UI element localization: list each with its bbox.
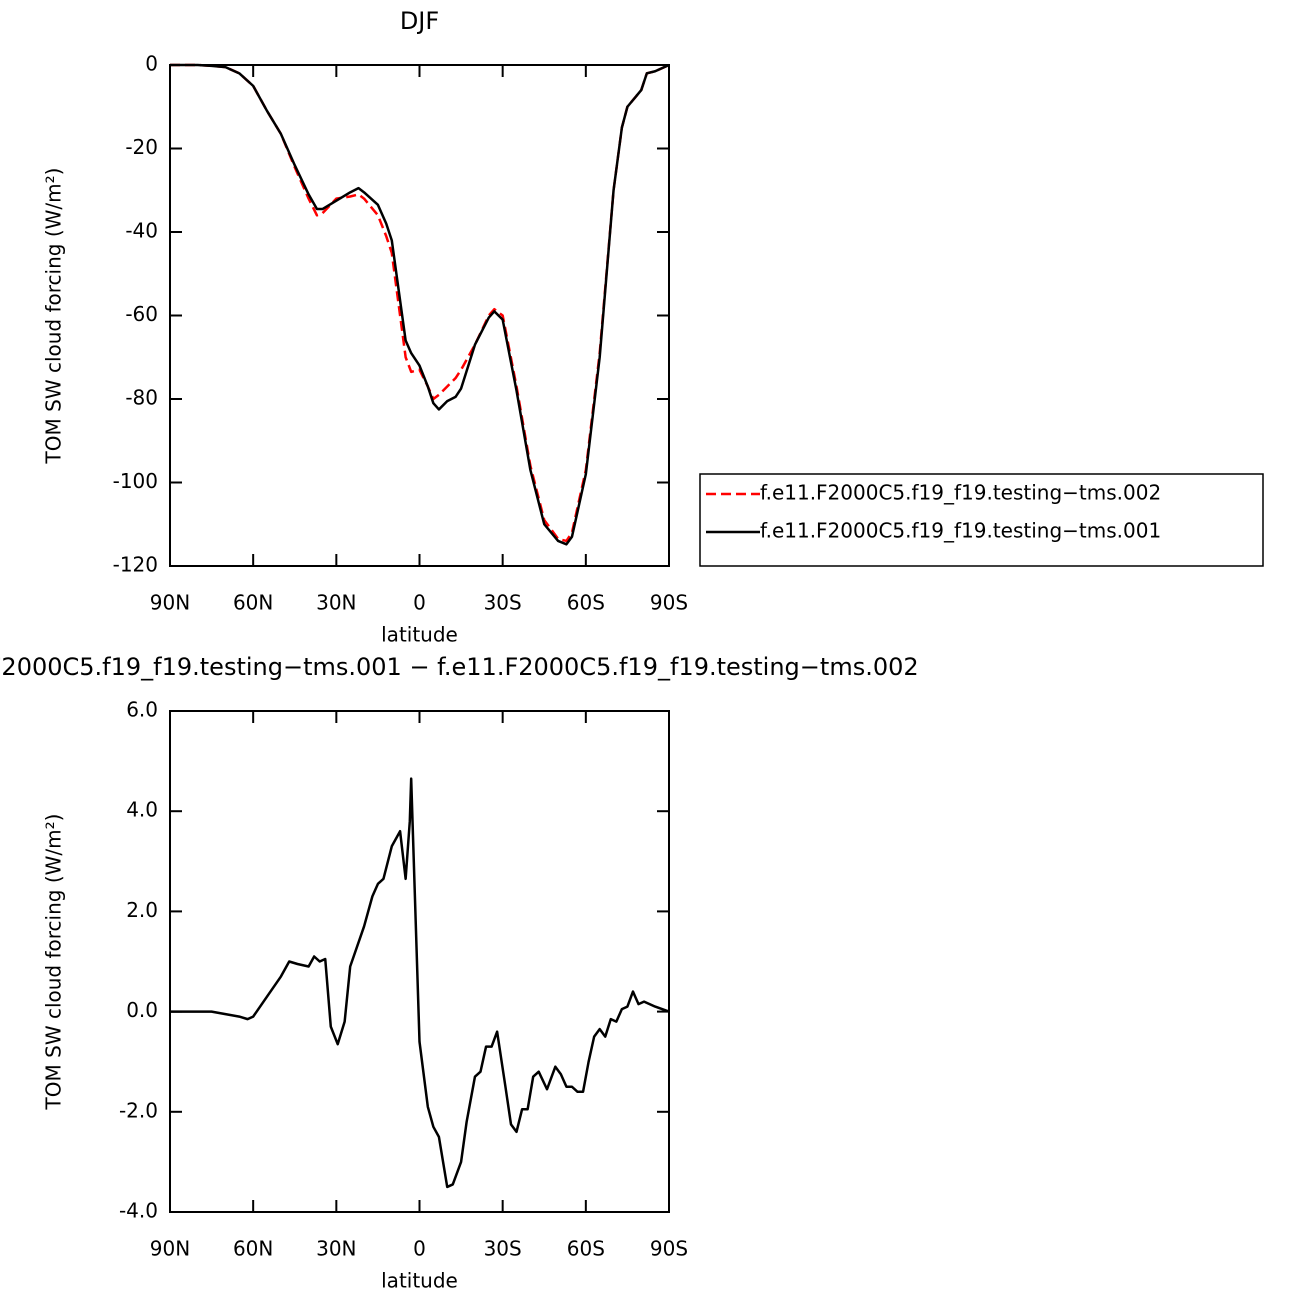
- y-axis-label: TOM SW cloud forcing (W/m²): [42, 814, 66, 1111]
- x-axis-label: latitude: [381, 1269, 458, 1293]
- x-tick-label: 90S: [650, 591, 688, 615]
- y-tick-label: -40: [125, 219, 158, 243]
- x-tick-label: 30S: [484, 591, 522, 615]
- data-line: [170, 63, 670, 543]
- legend-box: [699, 473, 1264, 567]
- y-tick-label: -100: [113, 469, 158, 493]
- legend-label: f.e11.F2000C5.f19_f19.testing−tms.002: [760, 481, 1161, 505]
- data-line: [170, 777, 670, 1189]
- y-tick-label: 0: [145, 52, 158, 76]
- x-tick-label: 90N: [150, 1237, 190, 1261]
- y-tick-label: 2.0: [126, 898, 158, 922]
- x-tick-label: 60N: [233, 591, 273, 615]
- x-tick-label: 60N: [233, 1237, 273, 1261]
- y-tick-label: 0.0: [126, 998, 158, 1022]
- x-tick-label: 90S: [650, 1237, 688, 1261]
- x-tick-label: 30N: [316, 1237, 356, 1261]
- y-axis-label: TOM SW cloud forcing (W/m²): [42, 168, 66, 465]
- y-tick-label: 4.0: [126, 798, 158, 822]
- x-tick-label: 60S: [567, 591, 605, 615]
- y-tick-label: -4.0: [119, 1199, 158, 1223]
- y-tick-label: -120: [113, 553, 158, 577]
- x-tick-label: 0: [413, 591, 426, 615]
- x-tick-label: 90N: [150, 591, 190, 615]
- y-tick-label: -2.0: [119, 1098, 158, 1122]
- x-tick-label: 30N: [316, 591, 356, 615]
- plot-frame: [169, 64, 670, 567]
- x-axis-label: latitude: [381, 623, 458, 647]
- x-tick-label: 60S: [567, 1237, 605, 1261]
- chart-title: DJF: [400, 7, 439, 35]
- x-tick-label: 0: [413, 1237, 426, 1261]
- data-line: [170, 63, 670, 546]
- x-tick-label: 30S: [484, 1237, 522, 1261]
- y-tick-label: -80: [125, 386, 158, 410]
- y-tick-label: 6.0: [126, 698, 158, 722]
- y-tick-label: -20: [125, 135, 158, 159]
- y-tick-label: -60: [125, 302, 158, 326]
- plot-frame: [169, 710, 670, 1213]
- chart-title: f.e11.F2000C5.f19_f19.testing−tms.001 − …: [0, 653, 919, 681]
- legend-label: f.e11.F2000C5.f19_f19.testing−tms.001: [760, 519, 1161, 543]
